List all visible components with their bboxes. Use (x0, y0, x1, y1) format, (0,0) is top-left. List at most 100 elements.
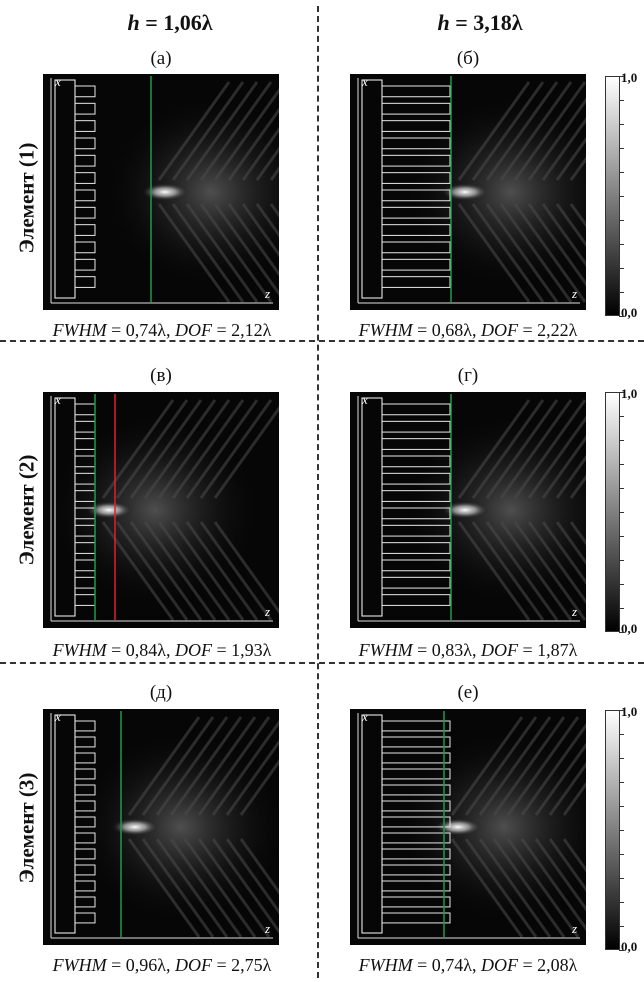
caption-d: FWHM = 0,96λ, DOF = 2,75λ (12, 955, 312, 976)
fwhm-label: FWHM (52, 320, 107, 340)
colorbar-tick (619, 902, 624, 903)
colorbar-max-label: 1,0 (621, 386, 638, 401)
colorbar-tick (619, 560, 624, 561)
colorbar-tick (619, 172, 624, 173)
caption-e: FWHM = 0,74λ, DOF = 2,08λ (318, 955, 618, 976)
caption-b: FWHM = 0,68λ, DOF = 2,22λ (318, 320, 618, 341)
h-value: = 3,18λ (455, 10, 523, 35)
colorbar-tick (619, 734, 624, 735)
panel-letter-a: (а) (150, 48, 172, 69)
fwhm-label: FWHM (358, 320, 413, 340)
fwhm-label: FWHM (52, 640, 107, 660)
fwhm-value: = 0,74λ, (412, 955, 481, 975)
dof-label: DOF (480, 320, 518, 340)
caption-a: FWHM = 0,74λ, DOF = 2,12λ (12, 320, 312, 341)
x-axis-label: x (54, 709, 61, 724)
dof-label: DOF (174, 955, 212, 975)
colorbar-tick (619, 268, 624, 269)
x-axis-label: x (361, 392, 368, 407)
panel-letter-d: (д) (149, 682, 173, 703)
z-axis-label: z (264, 604, 270, 619)
fwhm-value: = 0,68λ, (412, 320, 481, 340)
h-value: = 1,06λ (145, 10, 213, 35)
dof-value: = 1,93λ (211, 640, 272, 660)
dof-label: DOF (480, 640, 518, 660)
fwhm-label: FWHM (358, 640, 413, 660)
column-title-left: h = 1,06λ (40, 10, 300, 36)
z-axis-label: z (571, 604, 577, 619)
colorbar-tick (619, 926, 624, 927)
colorbar-tick (619, 100, 624, 101)
x-axis-label: x (361, 709, 368, 724)
colorbar-tick (619, 124, 624, 125)
colorbar-3 (605, 710, 620, 950)
colorbar-min-label: 0,0 (621, 939, 638, 954)
colorbar-1 (605, 76, 620, 316)
horizontal-separator-2 (0, 662, 644, 664)
vertical-separator (317, 6, 319, 978)
fwhm-value: = 0,83λ, (412, 640, 481, 660)
colorbar-tick (619, 440, 624, 441)
x-axis-label: x (54, 74, 61, 89)
dof-value: = 2,22λ (517, 320, 578, 340)
dof-value: = 2,12λ (211, 320, 272, 340)
colorbar-tick (619, 416, 624, 417)
fwhm-value: = 0,84λ, (106, 640, 175, 660)
colorbar-tick (619, 244, 624, 245)
row-label-text: Элемент (3) (14, 772, 39, 884)
dof-label: DOF (174, 640, 212, 660)
x-axis-label: x (361, 74, 368, 89)
colorbar-tick (619, 392, 624, 393)
z-axis-label: z (264, 921, 270, 936)
caption-v: FWHM = 0,84λ, DOF = 1,93λ (12, 640, 312, 661)
colorbar-tick (619, 584, 624, 585)
colorbar-tick (619, 76, 624, 77)
column-title-right: h = 3,18λ (350, 10, 610, 36)
colorbar-max-label: 1,0 (621, 704, 638, 719)
colorbar-tick (619, 220, 624, 221)
colorbar-tick (619, 464, 624, 465)
colorbar-2 (605, 392, 620, 632)
fwhm-value: = 0,74λ, (106, 320, 175, 340)
h-symbol: h (127, 10, 140, 35)
panel-letter-b: (б) (456, 48, 480, 69)
dof-value: = 2,08λ (517, 955, 578, 975)
fwhm-label: FWHM (52, 955, 107, 975)
dof-value: = 2,75λ (211, 955, 272, 975)
fwhm-label: FWHM (358, 955, 413, 975)
x-axis-label: x (54, 392, 61, 407)
colorbar-tick (619, 782, 624, 783)
row-label-text: Элемент (2) (14, 454, 39, 566)
z-axis-label: z (571, 286, 577, 301)
h-symbol: h (437, 10, 450, 35)
colorbar-tick (619, 608, 624, 609)
caption-g: FWHM = 0,83λ, DOF = 1,87λ (318, 640, 618, 661)
panel-letter-g: (г) (457, 365, 479, 386)
colorbar-tick (619, 148, 624, 149)
colorbar-tick (619, 710, 624, 711)
colorbar-tick (619, 830, 624, 831)
dof-value: = 1,87λ (517, 640, 578, 660)
colorbar-min-label: 0,0 (621, 305, 638, 320)
colorbar-tick (619, 316, 624, 317)
colorbar-tick (619, 758, 624, 759)
colorbar-tick (619, 806, 624, 807)
colorbar-tick (619, 536, 624, 537)
panel-letter-e: (е) (457, 682, 479, 703)
fwhm-value: = 0,96λ, (106, 955, 175, 975)
colorbar-tick (619, 196, 624, 197)
colorbar-tick (619, 512, 624, 513)
colorbar-tick (619, 878, 624, 879)
colorbar-tick (619, 292, 624, 293)
colorbar-tick (619, 488, 624, 489)
dof-label: DOF (480, 955, 518, 975)
colorbar-min-label: 0,0 (621, 621, 638, 636)
colorbar-max-label: 1,0 (621, 70, 638, 85)
z-axis-label: z (571, 921, 577, 936)
colorbar-tick (619, 854, 624, 855)
